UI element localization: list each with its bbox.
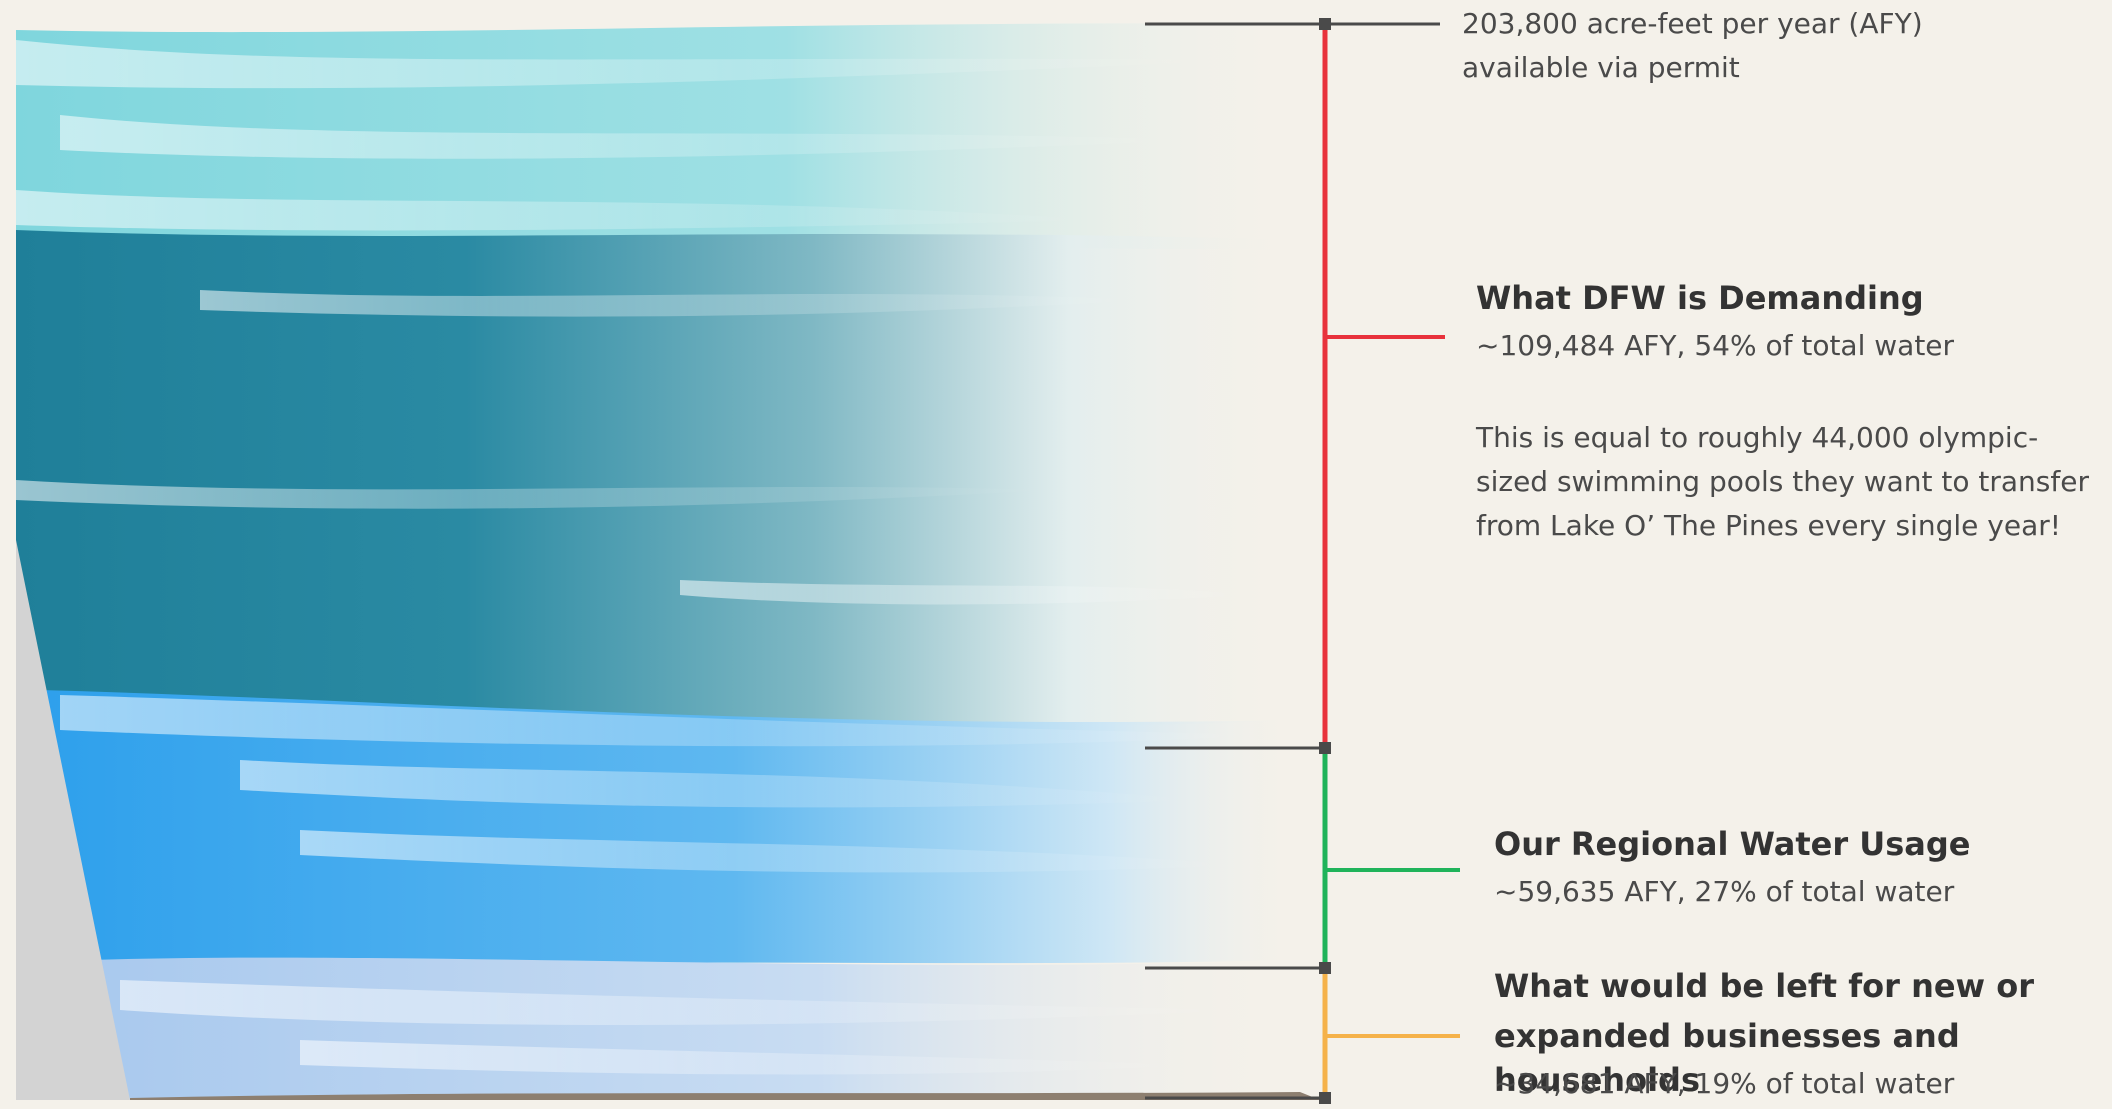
regional-subtitle: ~59,635 AFY, 27% of total water — [1494, 875, 1955, 908]
dfw-description: This is equal to roughly 44,000 olympic-… — [1476, 421, 2089, 542]
dfw-title: What DFW is Demanding — [1476, 279, 1924, 317]
total-label-line2: available via permit — [1462, 51, 1740, 84]
water-layer-regional — [40, 690, 1300, 980]
regional-title: Our Regional Water Usage — [1494, 825, 1971, 863]
dfw-subtitle: ~109,484 AFY, 54% of total water — [1476, 329, 1955, 362]
left-subtitle: ~34,681 AFY, 19% of total water — [1494, 1067, 1955, 1100]
wave-highlights — [16, 40, 1280, 1075]
left-title-line2: expanded businesses and households — [1494, 1017, 1960, 1099]
left-title-line1: What would be left for new or — [1494, 967, 2035, 1005]
scale-bar — [1145, 18, 1460, 1104]
total-label-line1: 203,800 acre-feet per year (AFY) — [1462, 7, 1923, 40]
reservoir-wall — [16, 540, 130, 1100]
lakebed — [130, 1092, 1320, 1100]
water-layer-left — [90, 957, 1300, 1100]
